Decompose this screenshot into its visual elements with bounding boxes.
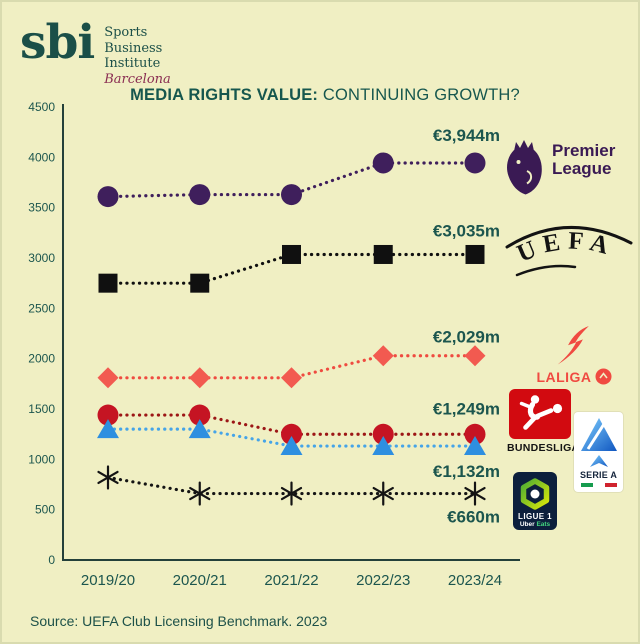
chart-title-regular: CONTINUING GROWTH? bbox=[318, 86, 520, 104]
source-note: Source: UEFA Club Licensing Benchmark. 2… bbox=[30, 613, 328, 629]
serie-a-logo: SERIE A bbox=[574, 412, 623, 492]
laliga-logo: LALIGA bbox=[518, 326, 630, 385]
sbi-logo-line3: Institute bbox=[104, 56, 161, 71]
marker-triangle bbox=[280, 436, 303, 456]
y-tick-label: 3000 bbox=[28, 251, 55, 265]
series-value-label: €1,249m bbox=[433, 399, 500, 418]
marker-square bbox=[190, 273, 210, 293]
marker-square bbox=[282, 244, 301, 264]
series-dotted-line bbox=[106, 427, 477, 448]
marker-square bbox=[373, 244, 393, 264]
marker-asterisk bbox=[372, 486, 394, 501]
chart-title-bold: MEDIA RIGHTS VALUE: bbox=[130, 86, 319, 104]
uber-eats-wordmark: Uber Eats bbox=[513, 521, 557, 528]
series-value-label: €3,944m bbox=[433, 126, 500, 145]
uber-word: Uber bbox=[519, 521, 535, 528]
italy-flag-icon bbox=[580, 483, 617, 487]
x-axis-label: 2022/23 bbox=[356, 572, 410, 589]
marker-circle bbox=[189, 184, 211, 206]
marker-asterisk bbox=[97, 470, 119, 485]
laliga-mark-icon bbox=[557, 326, 589, 365]
premier-league-lion-icon bbox=[507, 140, 542, 195]
chart-title: MEDIA RIGHTS VALUE: CONTINUING GROWTH? bbox=[60, 86, 590, 105]
marker-circle bbox=[464, 152, 486, 174]
marker-circle bbox=[281, 423, 302, 445]
marker-asterisk bbox=[464, 486, 486, 501]
series-value-label: €3,035m bbox=[433, 221, 500, 240]
series-dotted-line bbox=[106, 413, 477, 436]
y-tick-label: 0 bbox=[48, 553, 55, 567]
marker-circle bbox=[372, 423, 394, 445]
marker-diamond bbox=[372, 345, 394, 367]
laliga-badge-icon bbox=[595, 368, 612, 385]
y-tick-label: 1500 bbox=[28, 402, 55, 416]
marker-diamond bbox=[97, 367, 119, 389]
marker-square bbox=[98, 273, 118, 293]
premier-league-logo: Premier League bbox=[502, 138, 615, 196]
x-axis-label: 2021/22 bbox=[264, 572, 318, 589]
marker-triangle bbox=[464, 436, 486, 456]
y-tick-label: 2000 bbox=[28, 352, 55, 366]
premier-league-word1: Premier bbox=[552, 141, 616, 160]
marker-asterisk bbox=[189, 486, 211, 501]
uefa-arc-icon: UEFA bbox=[505, 226, 633, 277]
sbi-logo: sbi Sports Business Institute Barcelona bbox=[20, 8, 171, 87]
y-tick-label: 4000 bbox=[28, 150, 55, 164]
serie-a-mark-icon bbox=[580, 418, 617, 467]
marker-circle bbox=[97, 404, 119, 426]
series-value-label: €1,132m bbox=[433, 462, 500, 481]
series-value-label: €660m bbox=[447, 508, 500, 527]
y-tick-label: 1000 bbox=[28, 452, 55, 466]
marker-asterisk bbox=[280, 486, 303, 501]
y-tick-label: 500 bbox=[35, 503, 55, 517]
y-tick-label: 3500 bbox=[28, 201, 55, 215]
laliga-wordmark: LALIGA bbox=[536, 368, 592, 385]
marker-circle bbox=[464, 423, 486, 445]
sbi-logo-text: Sports Business Institute Barcelona bbox=[104, 25, 171, 87]
serie-a-wordmark: SERIE A bbox=[579, 470, 618, 480]
y-tick-label: 2500 bbox=[28, 301, 55, 315]
series-dotted-line bbox=[106, 475, 477, 496]
svg-text:UEFA: UEFA bbox=[513, 228, 618, 268]
marker-circle bbox=[97, 186, 119, 208]
sbi-logo-city: Barcelona bbox=[104, 71, 171, 87]
eats-word: Eats bbox=[536, 521, 551, 528]
marker-square bbox=[465, 244, 485, 264]
ligue1-logo: LIGUE 1 Uber Eats bbox=[513, 472, 557, 530]
marker-circle bbox=[281, 184, 302, 206]
y-tick-label: 4500 bbox=[28, 100, 55, 114]
marker-circle bbox=[372, 152, 394, 174]
x-axis-label: 2023/24 bbox=[448, 572, 502, 589]
series-value-label: €2,029m bbox=[433, 328, 500, 347]
sbi-logo-abbr: sbi bbox=[20, 15, 95, 70]
marker-triangle bbox=[97, 419, 119, 439]
marker-triangle bbox=[372, 436, 395, 456]
ligue1-wordmark: LIGUE 1 bbox=[518, 512, 552, 521]
uefa-logo: UEFA bbox=[503, 220, 637, 285]
premier-league-word2: League bbox=[552, 159, 612, 178]
marker-triangle bbox=[188, 419, 211, 439]
bundesliga-box bbox=[509, 389, 571, 439]
marker-diamond bbox=[464, 345, 486, 367]
uefa-wordmark: UEFA bbox=[513, 228, 611, 268]
bundesliga-logo: BUNDESLIGA bbox=[507, 389, 580, 454]
ligue1-hex-icon bbox=[520, 478, 550, 510]
x-axis-label: 2019/20 bbox=[81, 572, 135, 589]
marker-diamond bbox=[189, 367, 211, 389]
bundesliga-wordmark: BUNDESLIGA bbox=[507, 442, 580, 454]
marker-diamond bbox=[281, 367, 302, 389]
sbi-logo-line1: Sports bbox=[104, 25, 148, 40]
premier-league-wordmark: Premier League bbox=[552, 142, 615, 178]
marker-circle bbox=[189, 404, 211, 426]
x-axis-label: 2020/21 bbox=[173, 572, 227, 589]
bundesliga-player-icon bbox=[519, 395, 563, 430]
sbi-logo-line2: Business bbox=[104, 40, 163, 56]
